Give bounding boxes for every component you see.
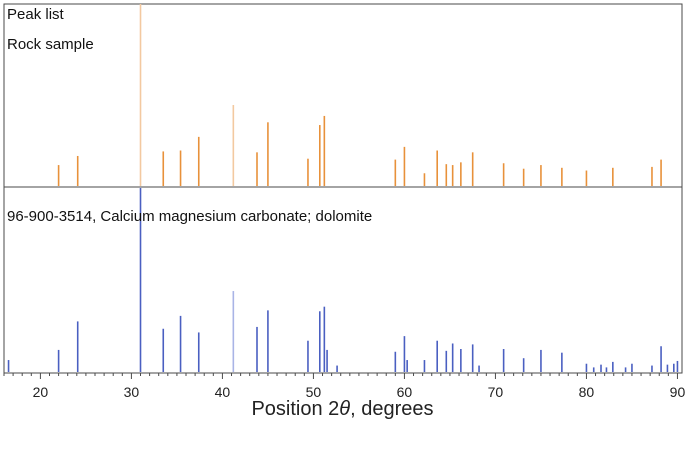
x-axis-title-suffix: , degrees (350, 398, 434, 420)
x-tick-label: 60 (397, 384, 413, 400)
top-panel-peaks (57, 4, 662, 186)
plot-frame (3, 3, 683, 374)
bottom-panel-peaks (7, 188, 679, 372)
panel-label-rock-sample: Rock sample (7, 36, 94, 53)
x-tick-label: 30 (124, 384, 140, 400)
x-tick-label: 40 (215, 384, 231, 400)
x-tick-label: 20 (33, 384, 49, 400)
x-axis: 20 30 40 50 60 70 80 90 (3, 373, 685, 400)
x-tick-label: 50 (306, 384, 322, 400)
x-tick-label: 90 (670, 384, 685, 400)
x-tick-label: 70 (488, 384, 504, 400)
x-axis-title: Position 2θ, degrees (0, 398, 685, 421)
x-axis-title-prefix: Position 2 (251, 398, 340, 420)
panel-label-reference: 96-900-3514, Calcium magnesium carbonate… (7, 208, 373, 225)
x-tick-label: 80 (579, 384, 595, 400)
x-axis-title-symbol: θ (339, 398, 351, 420)
panel-label-peak-list: Peak list (7, 6, 64, 23)
